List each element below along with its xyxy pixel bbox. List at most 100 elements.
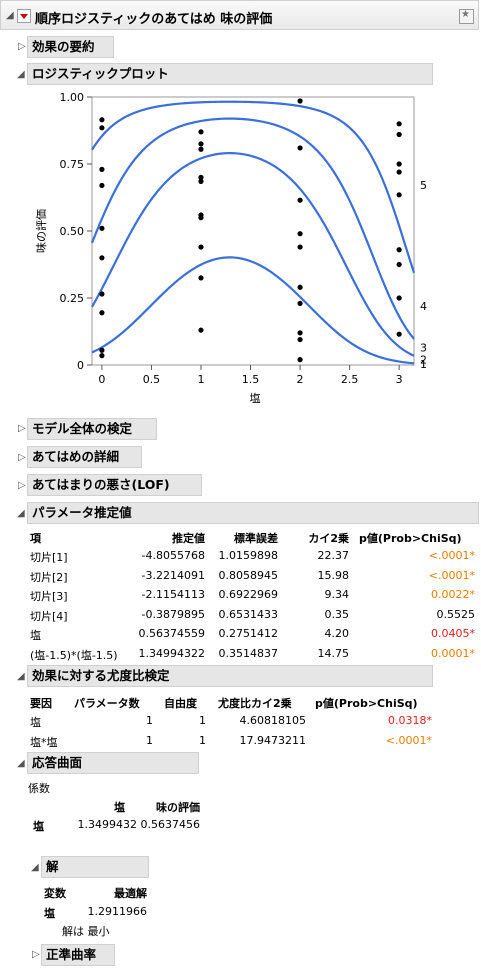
data-point: [99, 225, 105, 231]
collapse-triangle-icon[interactable]: ◢: [17, 758, 25, 769]
data-point: [99, 347, 105, 353]
lr-col-source: 要因: [30, 697, 52, 710]
param-pvalue: <.0001*: [428, 568, 475, 582]
param-chisq: 0.35: [324, 607, 350, 621]
pin-icon[interactable]: [459, 9, 474, 24]
solution-note: 解は 最小: [62, 925, 110, 938]
x-tick-label: 2: [297, 373, 304, 386]
collapse-triangle-icon[interactable]: ◢: [17, 508, 25, 519]
expand-triangle-icon[interactable]: ▷: [18, 452, 26, 463]
solution-header[interactable]: 解: [41, 856, 149, 878]
param-estimate: -0.3879895: [141, 607, 205, 621]
probability-curve-2: [90, 117, 415, 340]
probability-curve-1: [91, 100, 416, 274]
param-col-pvalue: p値(Prob>ChiSq): [359, 532, 462, 545]
category-label: 4: [420, 300, 427, 313]
data-point: [297, 244, 303, 250]
y-axis-title: 味の評価: [34, 209, 48, 253]
effects-summary-header[interactable]: 効果の要約: [27, 36, 114, 58]
coef-caption: 係数: [28, 782, 50, 795]
lr-df: 1: [199, 733, 206, 747]
data-point: [396, 247, 402, 253]
data-point: [396, 161, 402, 167]
collapse-triangle-icon[interactable]: ◢: [17, 69, 25, 80]
param-col-estimate: 推定値: [172, 532, 205, 545]
param-estimate: -2.1154113: [141, 588, 205, 601]
param-stderr: 0.6531433: [218, 607, 279, 621]
category-label: 1: [420, 358, 427, 371]
whole-model-test-header[interactable]: モデル全体の検定: [27, 418, 157, 440]
data-point: [297, 98, 303, 104]
lr-tests-header[interactable]: 効果に対する尤度比検定: [27, 665, 433, 687]
lr-chisq: 17.9473211: [239, 733, 306, 747]
lr-nparm: 1: [146, 714, 153, 727]
canonical-curvature-header[interactable]: 正準曲率: [41, 944, 115, 966]
expand-triangle-icon[interactable]: ▷: [32, 949, 40, 960]
category-label: 5: [420, 179, 427, 192]
y-tick-label: 1.00: [60, 91, 85, 104]
lr-col-chisq: 尤度比カイ2乗: [218, 697, 292, 710]
param-term: 切片[2]: [30, 570, 68, 584]
collapse-triangle-icon[interactable]: ◢: [17, 671, 25, 682]
param-stderr: 0.6922969: [218, 588, 279, 601]
fit-details-header[interactable]: あてはめの詳細: [27, 446, 142, 468]
data-point: [297, 231, 303, 237]
data-point: [297, 284, 303, 290]
probability-curve-4: [91, 256, 415, 365]
data-point: [198, 244, 204, 250]
x-tick-label: 3: [396, 373, 403, 386]
expand-triangle-icon[interactable]: ▷: [18, 41, 26, 52]
collapse-triangle-icon[interactable]: ◢: [6, 10, 14, 21]
param-estimate: 1.34994322: [138, 646, 205, 660]
data-point: [99, 125, 105, 131]
data-point: [297, 300, 303, 306]
data-point: [99, 310, 105, 316]
data-point: [198, 327, 204, 333]
param-pvalue: 0.5525: [436, 607, 476, 621]
data-point: [396, 121, 402, 127]
param-chisq: 14.75: [317, 646, 350, 660]
x-tick-label: 1: [197, 373, 204, 386]
collapse-triangle-icon[interactable]: ◢: [31, 862, 39, 873]
logistic-plot-header[interactable]: ロジスティックプロット: [27, 63, 433, 85]
expand-triangle-icon[interactable]: ▷: [18, 480, 26, 491]
lr-col-df: 自由度: [164, 697, 197, 710]
param-term: 塩: [30, 629, 41, 642]
response-surface-header[interactable]: 応答曲面: [27, 752, 199, 774]
category-label: 2: [420, 354, 427, 367]
solution-var: 塩: [44, 907, 55, 920]
data-point: [297, 336, 303, 343]
lr-pvalue: <.0001*: [385, 733, 432, 747]
lr-nparm: 1: [146, 733, 153, 747]
y-tick-label: 0.50: [60, 225, 85, 238]
lack-of-fit-header[interactable]: あてはまりの悪さ(LOF): [27, 474, 202, 496]
x-tick-label: 0.5: [143, 373, 161, 386]
y-tick-label: 0.25: [60, 292, 85, 305]
param-pvalue: 0.0001*: [431, 646, 475, 660]
data-point: [99, 255, 105, 261]
expand-triangle-icon[interactable]: ▷: [18, 423, 26, 434]
data-point: [198, 146, 204, 152]
probability-curve-3: [91, 152, 415, 357]
param-term: 切片[3]: [30, 590, 68, 603]
coef-row-label: 塩: [33, 820, 44, 833]
lr-col-pvalue: p値(Prob>ChiSq): [315, 697, 418, 710]
data-point: [396, 261, 402, 268]
lr-source: 塩: [30, 716, 41, 729]
data-point: [198, 141, 204, 147]
param-estimate: -3.2214091: [141, 568, 205, 582]
data-point: [297, 145, 303, 151]
solution-col-optimum: 最適解: [114, 887, 147, 900]
data-point: [297, 197, 303, 203]
data-point: [396, 169, 402, 175]
category-label: 3: [420, 341, 427, 354]
x-axis-title: 塩: [250, 391, 261, 405]
param-stderr: 0.3514837: [218, 646, 279, 660]
red-triangle-menu-icon[interactable]: [17, 9, 31, 23]
param-chisq: 9.34: [324, 588, 350, 601]
data-point: [99, 353, 105, 359]
param-estimates-header[interactable]: パラメータ推定値: [27, 502, 479, 524]
report-title-bar: ◢ 順序ロジスティックのあてはめ 味の評価: [0, 0, 479, 30]
x-tick-label: 0: [98, 373, 105, 386]
param-chisq: 4.20: [324, 627, 350, 640]
